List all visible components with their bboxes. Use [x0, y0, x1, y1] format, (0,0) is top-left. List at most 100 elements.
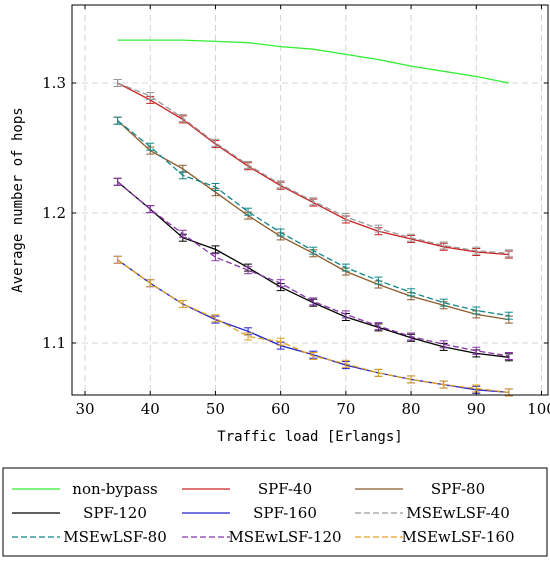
legend-label: non-bypass — [72, 480, 157, 498]
legend-label: SPF-80 — [431, 480, 485, 498]
error-bar — [276, 228, 285, 237]
grid-lines — [72, 5, 548, 395]
error-bar — [439, 241, 448, 250]
legend-item-spf-40: SPF-40 — [182, 480, 312, 498]
error-bar — [211, 314, 220, 323]
x-tick-label: 60 — [271, 400, 290, 418]
legend-label: SPF-160 — [253, 504, 317, 522]
error-bar — [178, 114, 187, 123]
x-tick-label: 30 — [75, 400, 94, 418]
error-bar — [374, 322, 383, 331]
error-bar — [178, 171, 187, 180]
error-bar — [341, 359, 350, 368]
x-tick-label: 70 — [336, 400, 355, 418]
legend-item-spf-80: SPF-80 — [355, 480, 485, 498]
series-line-spf-80 — [117, 120, 510, 321]
series-msewlsf-80 — [113, 116, 513, 320]
error-bar — [276, 180, 285, 189]
error-bar — [113, 79, 122, 87]
legend-item-msewlsf-120: MSEwLSF-120 — [182, 528, 342, 546]
legend-label: SPF-40 — [258, 480, 312, 498]
x-axis-title: Traffic load [Erlangs] — [217, 429, 402, 445]
error-bar — [244, 332, 253, 341]
error-bar — [407, 288, 416, 297]
series-non-bypass — [117, 39, 510, 84]
error-bar — [309, 246, 318, 255]
series-line-msewlsf-40 — [117, 82, 509, 254]
error-bar — [439, 340, 448, 349]
error-bar — [374, 368, 383, 377]
legend-label: MSEwLSF-80 — [63, 528, 167, 546]
error-bar — [472, 346, 481, 355]
error-bar — [504, 352, 513, 360]
error-bar — [309, 197, 318, 206]
series-msewlsf-120 — [113, 177, 513, 360]
series-msewlsf-40 — [113, 79, 513, 258]
error-bar — [439, 298, 448, 307]
legend-item-msewlsf-40: MSEwLSF-40 — [355, 504, 510, 522]
error-bar — [407, 332, 416, 341]
error-bar — [341, 212, 350, 221]
legend-item-spf-120: SPF-120 — [12, 504, 147, 522]
x-tick-label: 90 — [467, 400, 486, 418]
error-bar — [309, 352, 318, 360]
error-bar — [407, 233, 416, 242]
y-tick-label: 1.1 — [42, 334, 66, 352]
legend-item-spf-160: SPF-160 — [182, 504, 317, 522]
error-bar — [146, 142, 155, 151]
series-spf-40 — [113, 79, 513, 259]
error-bar — [341, 310, 350, 319]
error-bar — [211, 183, 220, 191]
x-tick-label: 100 — [527, 400, 550, 418]
error-bar — [472, 306, 481, 315]
series-line-spf-120 — [117, 181, 509, 358]
series-line-msewlsf-120 — [117, 181, 510, 357]
x-tick-label: 80 — [402, 400, 421, 418]
x-tick-label: 40 — [141, 400, 160, 418]
series-spf-160 — [113, 255, 513, 397]
error-bar — [504, 311, 513, 320]
series-line-spf-160 — [117, 259, 509, 394]
legend-label: SPF-120 — [83, 504, 147, 522]
error-bar — [374, 276, 383, 285]
legend-item-non-bypass: non-bypass — [12, 480, 158, 498]
plot-frame — [71, 4, 549, 396]
error-bar — [211, 245, 220, 254]
error-bar — [113, 116, 122, 125]
error-bar — [113, 255, 122, 264]
series-line-non-bypass — [117, 39, 510, 84]
series-msewlsf-160 — [113, 255, 513, 397]
legend: non-bypass SPF-40 SPF-80 SPF-120 SPF-160 MSEw… — [2, 467, 548, 557]
error-bar — [504, 249, 513, 258]
legend-label: MSEwLSF-160 — [401, 528, 514, 546]
y-tick-label: 1.2 — [42, 204, 66, 222]
y-tick-label: 1.3 — [42, 74, 66, 92]
error-bar — [244, 160, 253, 169]
error-bar — [178, 300, 187, 308]
legend-item-msewlsf-160: MSEwLSF-160 — [355, 528, 515, 546]
series-line-msewlsf-80 — [117, 120, 510, 317]
error-bar — [407, 375, 416, 384]
error-bar — [146, 92, 155, 100]
axis-ticks: 30 40 50 60 70 80 90 100 1.1 1.2 1.3 — [42, 5, 550, 418]
x-tick-label: 50 — [206, 400, 225, 418]
error-bar — [146, 279, 155, 288]
error-bar — [276, 337, 285, 346]
legend-label: MSEwLSF-120 — [228, 528, 341, 546]
error-bar — [178, 229, 187, 238]
y-axis-title: Average number of hops — [10, 107, 26, 292]
error-bar — [309, 297, 318, 306]
error-bar — [211, 138, 220, 147]
error-bar — [244, 207, 253, 216]
error-bar — [472, 246, 481, 255]
error-bar — [211, 253, 220, 262]
error-bar — [374, 224, 383, 233]
legend-label: MSEwLSF-40 — [406, 504, 510, 522]
error-bar — [113, 177, 122, 186]
error-bar — [146, 205, 155, 214]
legend-box — [2, 467, 548, 557]
error-bar — [276, 279, 285, 288]
error-bar — [439, 380, 448, 389]
series-spf-80 — [113, 116, 513, 324]
